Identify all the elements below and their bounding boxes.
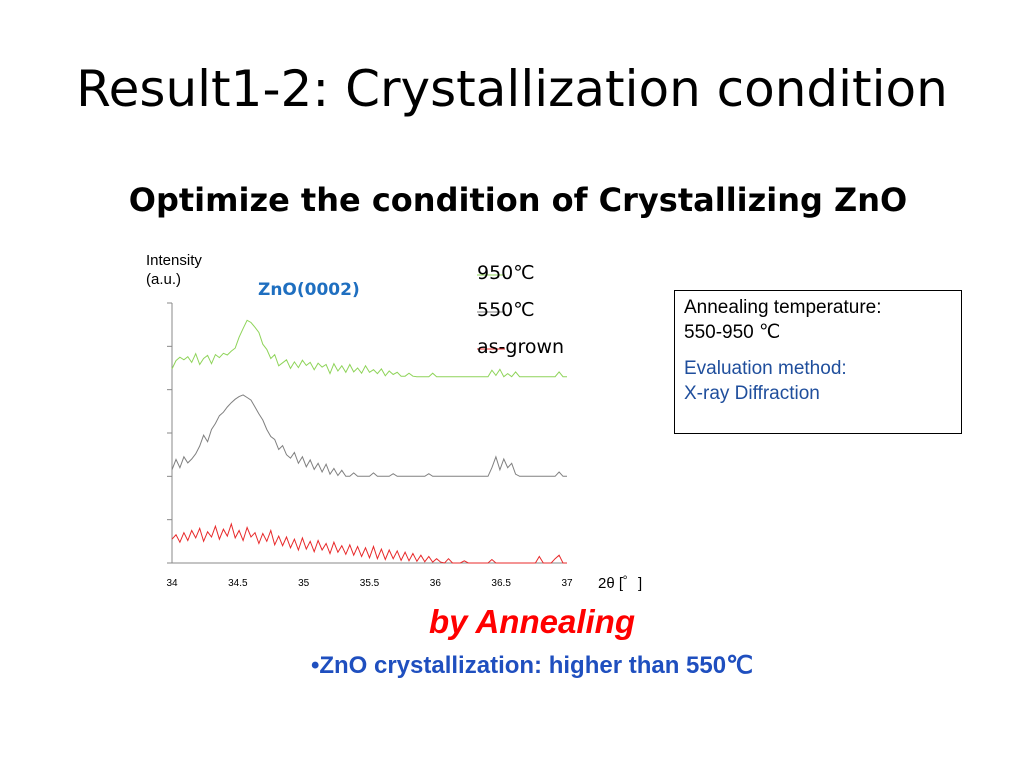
x-tick-label: 37 — [561, 578, 573, 589]
info-annealing-label: Annealing temperature: — [684, 297, 882, 318]
legend-label-550: 550℃ — [477, 299, 535, 321]
x-tick-label: 35 — [298, 578, 310, 589]
x-tick-label: 36.5 — [491, 578, 511, 589]
y-axis-label-line2: (a.u.) — [146, 270, 182, 288]
info-annealing-range: 550-950 ℃ — [684, 321, 781, 343]
x-tick-label: 36 — [430, 578, 442, 589]
info-box: Annealing temperature: 550-950 ℃ Evaluat… — [674, 290, 962, 434]
info-method-label: Evaluation method: — [684, 358, 847, 380]
legend-label-950: 950℃ — [477, 262, 535, 284]
series-line-0 — [171, 319, 567, 378]
slide-title: Result1-2: Crystallization condition — [76, 60, 948, 118]
x-tick-label: 34.5 — [228, 578, 248, 589]
x-tick-label: 35.5 — [360, 578, 380, 589]
info-method-value: X-ray Diffraction — [684, 383, 820, 405]
x-tick-label: 34 — [166, 578, 178, 589]
y-axis-label: Intensity (a.u.) — [146, 252, 236, 290]
conclusion-bullet: •ZnO crystallization: higher than 550℃ — [310, 652, 754, 679]
legend-label-as-grown: as-grown — [477, 336, 565, 358]
y-axis-label-line1: Intensity — [146, 252, 202, 269]
series-line-2 — [171, 522, 567, 564]
x-axis-label: 2θ [゜] — [598, 575, 643, 592]
annealing-heading: by Annealing — [429, 603, 635, 640]
series-line-1 — [171, 394, 567, 477]
slide-subtitle: Optimize the condition of Crystallizing … — [128, 181, 908, 219]
peak-annotation: ZnO(0002) — [258, 280, 360, 300]
